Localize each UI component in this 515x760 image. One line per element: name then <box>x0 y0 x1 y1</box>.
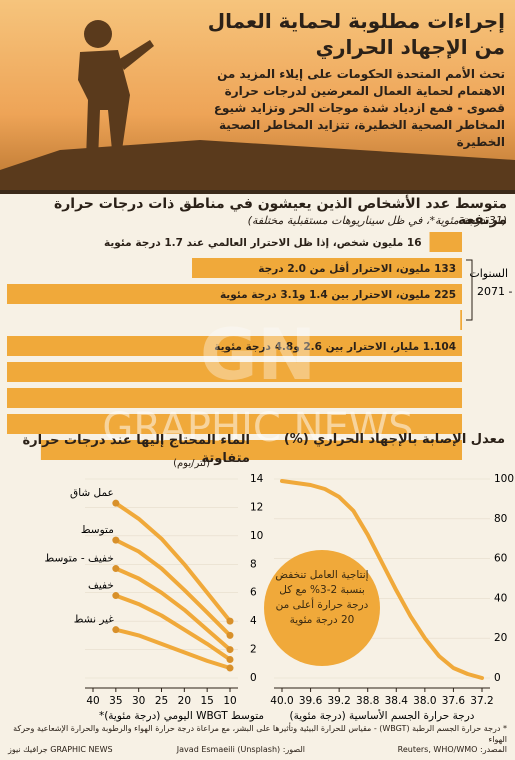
x-tick-label: 35 <box>109 695 122 707</box>
bracket-label: السنوات <box>469 267 508 280</box>
bar <box>7 284 462 330</box>
risk-chart-title: معدل الإصابة بالإجهاد الحراري (%) <box>283 432 505 447</box>
bar <box>192 258 462 278</box>
worker-silhouette <box>0 20 515 190</box>
x-axis-label: متوسط WBGT اليومي (درجة مئوية)* <box>99 710 264 722</box>
photo-credit: الصور: Javad Esmaeili (Unsplash) <box>176 745 305 754</box>
title: إجراءات مطلوبة لحماية العمال من الإجهاد … <box>207 9 505 59</box>
line-end <box>226 617 234 625</box>
y-tick-label: 0 <box>494 672 501 684</box>
y-tick-label: 0 <box>250 672 257 684</box>
annotation: إنتاجية العامل تنخفض بنسبة 2-3% مع كل در… <box>275 569 369 626</box>
series-label: عمل شاق <box>70 487 114 499</box>
x-tick-label: 37.2 <box>470 695 493 707</box>
x-tick-label: 38.0 <box>413 695 436 707</box>
line <box>280 479 484 680</box>
x-tick-label: 39.2 <box>327 695 350 707</box>
y-tick-label: 10 <box>250 530 263 542</box>
water-chart-title: الماء المحتاج إليها عند درجات حرارة متفا… <box>22 433 250 466</box>
bar-label: 1.104 مليار، الاحترار بين 2.6 و4.8 درجة … <box>214 341 456 353</box>
series-label: غير نشط <box>74 614 115 626</box>
y-tick-label: 12 <box>250 501 263 513</box>
x-tick-label: 38.8 <box>356 695 379 707</box>
series-label: متوسط <box>81 524 114 536</box>
line <box>113 501 232 624</box>
source: المصدر: Reuters, WHO/WMO <box>397 745 507 754</box>
x-tick-label: 10 <box>223 695 236 707</box>
x-axis-label: درجة حرارة الجسم الأساسية (درجة مئوية) <box>290 709 475 722</box>
credit: GRAPHIC NEWS جرافيك نيوز <box>8 745 113 754</box>
line-end <box>226 664 234 672</box>
y-tick-label: 8 <box>250 558 257 570</box>
series-label: خفيف - متوسط <box>45 553 114 565</box>
bar <box>429 232 462 252</box>
divider <box>0 190 515 194</box>
line-end <box>226 646 234 654</box>
line-end <box>226 656 234 664</box>
x-tick-label: 37.6 <box>442 695 466 707</box>
series-label: خفيف <box>88 580 114 592</box>
x-tick-label: 40 <box>86 695 99 707</box>
line <box>113 593 232 662</box>
watermark-logo: GN <box>200 314 316 396</box>
bar-chart-title: متوسط عدد الأشخاص الذين يعيشون في مناطق … <box>53 196 507 228</box>
y-tick-label: 40 <box>494 592 507 604</box>
line <box>113 627 232 670</box>
y-tick-label: 4 <box>250 615 257 627</box>
water-chart-unit: (لتر/يوم) <box>173 458 210 469</box>
bar-label: 16 مليون شخص، إذا ظل الاحترار العالمي عن… <box>104 237 422 249</box>
annotation-bubble <box>264 550 380 666</box>
bar <box>7 336 462 460</box>
x-tick-label: 15 <box>200 695 213 707</box>
x-tick-label: 40.0 <box>270 695 293 707</box>
x-tick-label: 39.6 <box>299 695 323 707</box>
bracket <box>466 259 473 321</box>
line-end <box>112 536 120 544</box>
bar-label: 133 مليون، الاحترار أقل من 2.0 درجة <box>258 261 456 275</box>
y-tick-label: 6 <box>250 587 257 599</box>
y-tick-label: 2 <box>250 644 257 656</box>
y-tick-label: 100 <box>494 473 514 485</box>
y-tick-label: 20 <box>494 632 507 644</box>
y-tick-label: 14 <box>250 473 264 485</box>
y-tick-label: 60 <box>494 553 507 565</box>
x-tick-label: 20 <box>178 695 191 707</box>
y-tick-label: 80 <box>494 513 507 525</box>
x-tick-label: 38.4 <box>385 695 409 707</box>
footnote: * درجة حرارة الجسم الرطبة (WBGT) - مقياس… <box>13 724 507 744</box>
subtitle: تحث الأمم المتحدة الحكومات على إيلاء الم… <box>213 67 505 149</box>
bar-label: 225 مليون، الاحترار بين 1.4 و3.1 درجة مئ… <box>220 289 456 301</box>
line-end <box>112 565 120 573</box>
bar-chart-subtitle: (31 درجة مئوية*، في ظل سيناريوهات مستقبل… <box>247 214 507 227</box>
line <box>113 566 232 652</box>
line-end <box>226 631 234 639</box>
watermark-name: GRAPHIC NEWS <box>102 405 413 451</box>
line <box>113 538 232 638</box>
bracket-years: 2071 - 2099 <box>477 285 515 298</box>
x-tick-label: 30 <box>132 695 145 707</box>
line-end <box>112 626 120 634</box>
line-end <box>112 499 120 507</box>
line-end <box>112 592 120 600</box>
x-tick-label: 25 <box>155 695 168 707</box>
